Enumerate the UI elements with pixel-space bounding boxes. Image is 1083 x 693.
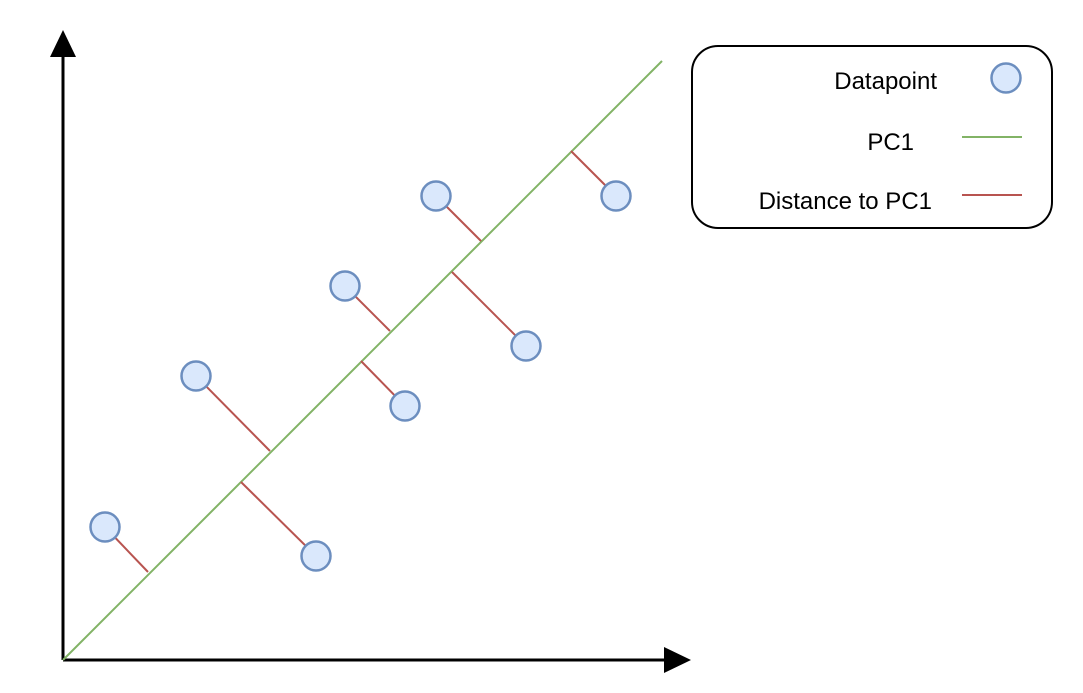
distance-lines: [104, 150, 617, 573]
axes: [50, 30, 691, 673]
datapoint: [300, 540, 332, 572]
legend-datapoint-symbol: [990, 62, 1022, 94]
datapoint: [510, 330, 542, 362]
legend-label-distance: Distance to PC1: [759, 188, 932, 215]
pc1-line: [62, 60, 663, 661]
legend: Datapoint PC1 Distance to PC1: [691, 45, 1053, 229]
distance-line: [240, 481, 317, 557]
datapoints: [89, 180, 632, 572]
datapoint: [600, 180, 632, 212]
distance-line: [451, 271, 527, 347]
distance-line: [195, 375, 271, 452]
x-axis-arrowhead: [664, 647, 691, 673]
datapoint: [389, 390, 421, 422]
datapoint: [329, 270, 361, 302]
y-axis-arrowhead: [50, 30, 76, 57]
legend-label-pc1: PC1: [867, 129, 914, 156]
datapoint: [420, 180, 452, 212]
datapoint: [180, 360, 212, 392]
datapoint: [89, 511, 121, 543]
legend-label-datapoint: Datapoint: [834, 68, 937, 95]
legend-box: [691, 45, 1053, 229]
